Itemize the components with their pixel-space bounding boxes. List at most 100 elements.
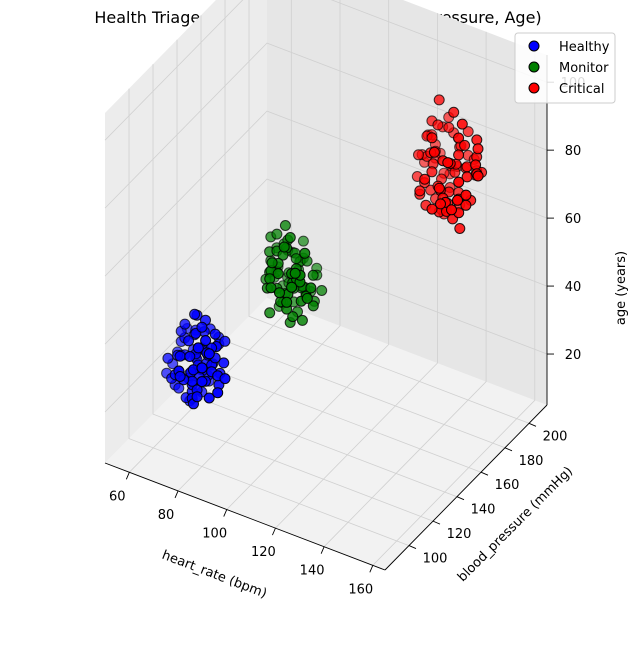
data-point-critical (435, 198, 446, 210)
data-point-critical (419, 173, 431, 185)
data-point-healthy (192, 342, 204, 354)
y-tick-mark (504, 447, 513, 452)
data-point-healthy (219, 335, 231, 347)
data-point-critical (432, 119, 444, 131)
data-point-healthy (183, 335, 195, 347)
legend-marker-monitor (528, 61, 540, 73)
data-point-critical (428, 146, 440, 158)
x-grid-line (177, 0, 341, 492)
data-point-monitor (264, 307, 276, 319)
z-grid-line (104, 0, 548, 141)
data-point-critical (453, 176, 465, 188)
data-point-healthy (200, 335, 212, 346)
data-point-monitor (299, 247, 311, 259)
y-tick-label: 100 (423, 552, 448, 567)
data-point-critical (426, 132, 438, 144)
data-point-healthy (174, 350, 186, 362)
axis-panes (105, 0, 547, 570)
data-point-critical (413, 149, 424, 161)
data-point-monitor (286, 281, 298, 293)
x-axis-line (104, 462, 386, 571)
data-point-critical (442, 157, 454, 169)
y-tick-mark (480, 471, 489, 476)
z-tick-label: 40 (565, 280, 582, 295)
data-point-monitor (271, 228, 283, 240)
y-tick-mark (432, 520, 441, 525)
axis-lines (104, 55, 554, 573)
x-tick-label: 140 (300, 564, 325, 579)
data-point-monitor (266, 257, 278, 269)
data-point-critical (446, 204, 457, 216)
data-point-healthy (203, 392, 215, 404)
data-point-critical (456, 118, 468, 130)
y-tick-label: 120 (447, 527, 472, 542)
data-point-critical (460, 189, 472, 201)
x-grid-line (372, 50, 536, 566)
data-point-critical (470, 159, 482, 171)
data-point-monitor (287, 311, 299, 323)
x-tick-mark (125, 472, 130, 480)
data-point-monitor (307, 300, 319, 312)
legend: Healthy Monitor Critical (514, 32, 616, 104)
legend-label-healthy: Healthy (559, 40, 610, 55)
x-tick-mark (272, 527, 276, 536)
data-point-critical (426, 203, 438, 215)
data-point-healthy (196, 321, 208, 333)
legend-marker-critical (528, 82, 540, 94)
z-axis-label: age (years) (614, 251, 629, 325)
data-point-healthy (218, 357, 230, 369)
data-point-critical (433, 182, 445, 194)
y-tick-label: 180 (519, 454, 544, 469)
data-point-monitor (305, 282, 317, 294)
data-point-healthy (191, 391, 203, 403)
y-tick-label: 200 (543, 429, 568, 444)
data-point-monitor (272, 268, 284, 280)
data-point-critical (472, 143, 484, 155)
x-tick-mark (174, 490, 179, 499)
legend-label-critical: Critical (559, 82, 604, 97)
z-tick-label: 80 (565, 144, 582, 159)
legend-marker-healthy (528, 40, 540, 52)
data-point-monitor (281, 296, 293, 308)
data-point-monitor (297, 235, 309, 247)
data-point-healthy (196, 376, 208, 388)
data-point-critical (471, 134, 483, 146)
z-tick-label: 60 (565, 212, 582, 227)
left-wall-pane (105, 0, 267, 463)
x-tick-label: 80 (158, 508, 175, 523)
data-point-healthy (174, 371, 186, 382)
z-tick-label: 20 (565, 348, 582, 363)
data-point-monitor (284, 232, 296, 243)
data-point-monitor (265, 282, 277, 294)
data-point-monitor (316, 285, 328, 296)
data-point-healthy (209, 328, 221, 340)
data-point-healthy (219, 373, 231, 385)
data-point-healthy (196, 362, 208, 374)
data-point-healthy (212, 387, 224, 399)
data-point-monitor (264, 273, 276, 285)
x-tick-label: 60 (109, 489, 126, 504)
y-grid-line (128, 88, 410, 546)
data-point-critical (448, 106, 460, 118)
y-tick-mark (528, 422, 537, 427)
legend-frame (514, 32, 616, 104)
x-tick-label: 100 (202, 527, 227, 542)
x-tick-mark (320, 546, 325, 554)
data-point-critical (461, 171, 473, 183)
back-wall-pane (267, 0, 547, 405)
data-point-monitor (278, 241, 290, 253)
legend-label-monitor: Monitor (559, 61, 609, 76)
y-grid-line (248, 0, 530, 424)
y-tick-label: 160 (495, 478, 520, 493)
data-point-healthy (162, 352, 174, 364)
data-point-critical (414, 185, 426, 197)
y-tick-mark (408, 545, 417, 549)
data-point-monitor (274, 287, 285, 299)
data-point-monitor (307, 269, 319, 281)
data-point-healthy (203, 348, 215, 360)
x-tick-mark (369, 565, 374, 573)
data-point-critical (443, 122, 455, 133)
data-point-monitor (279, 220, 291, 231)
data-point-monitor (289, 267, 301, 279)
